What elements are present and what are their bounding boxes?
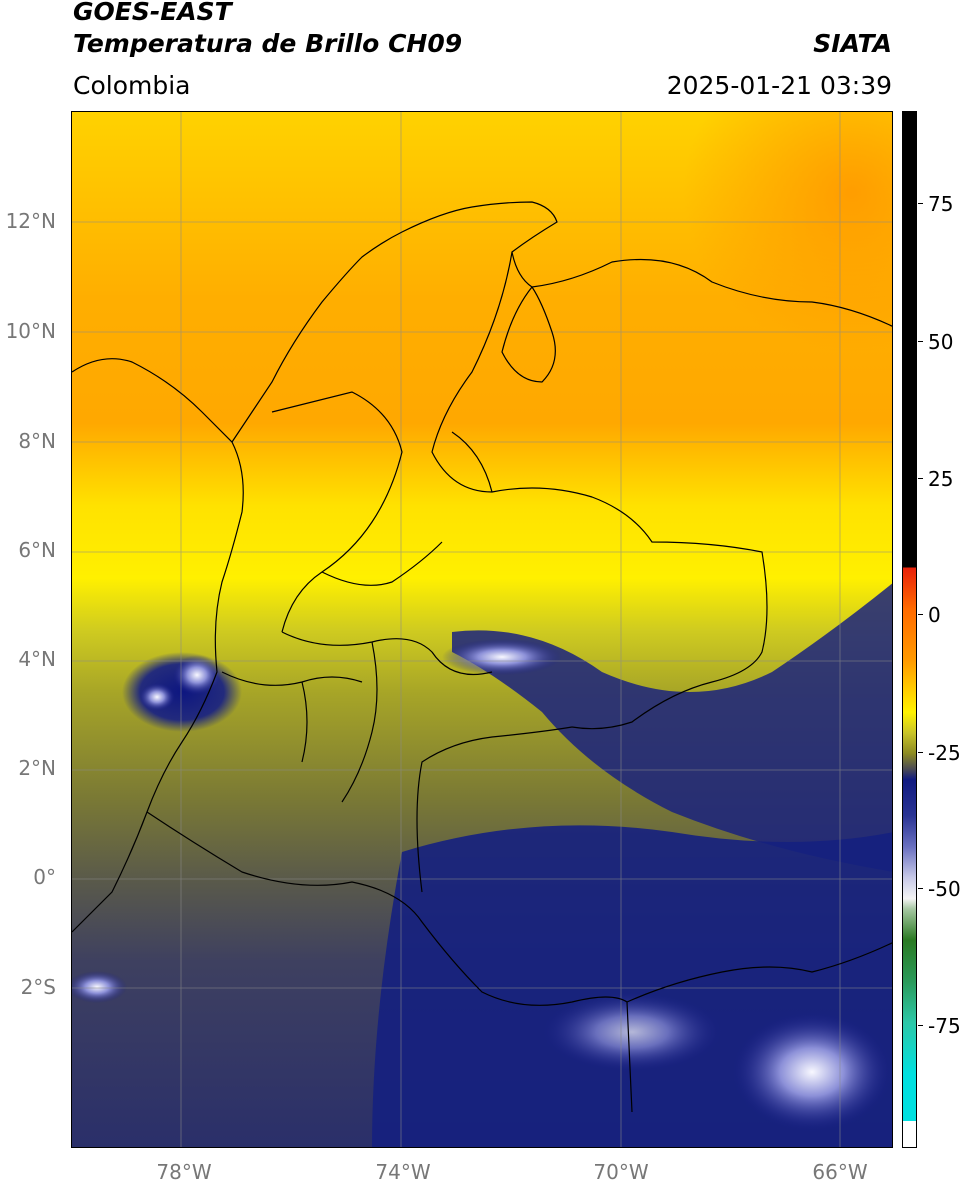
cbar-label-25: 25	[928, 467, 954, 491]
cbar-label-minus50: -50	[928, 877, 961, 901]
cbar-tick-50	[918, 341, 923, 342]
colorbar	[902, 111, 917, 1148]
cbar-tick-minus50	[918, 888, 923, 889]
venezuela-border	[431, 251, 768, 730]
cbar-label-minus75: -75	[928, 1014, 961, 1038]
cbar-label-minus25: -25	[928, 741, 961, 765]
cloud-band-east	[452, 583, 892, 872]
datetime-label: 2025-01-21 03:39	[666, 71, 892, 100]
region-label: Colombia	[73, 71, 191, 100]
maracaibo-lake	[501, 286, 556, 383]
pacific-storm-core	[173, 655, 221, 695]
lon-label-66w: 66°W	[812, 1160, 868, 1184]
amazon-border	[416, 726, 573, 893]
department-borders	[221, 391, 493, 803]
colombia-border	[72, 441, 244, 933]
lat-label-12n: 12°N	[5, 209, 56, 233]
satellite-title: GOES-EAST	[73, 0, 232, 26]
cbar-tick-25	[918, 478, 923, 479]
lat-label-2n: 2°N	[18, 756, 56, 780]
cbar-tick-minus75	[918, 1025, 923, 1026]
cbar-tick-75	[918, 203, 923, 204]
lat-label-2s: 2°S	[20, 975, 56, 999]
lon-label-74w: 74°W	[375, 1160, 431, 1184]
organization-label: SIATA	[813, 29, 892, 58]
lon-label-70w: 70°W	[593, 1160, 649, 1184]
lat-label-4n: 4°N	[18, 647, 56, 671]
cold-cloud-south	[542, 992, 722, 1072]
warm-northeast-region	[472, 112, 892, 512]
cold-cloud-southeast	[732, 1012, 892, 1132]
product-title: Temperatura de Brillo CH09	[73, 29, 463, 58]
cold-cloud-band	[442, 639, 562, 675]
lon-label-78w: 78°W	[156, 1160, 212, 1184]
peru-brazil-border	[626, 942, 892, 1003]
gridlines	[72, 112, 892, 1147]
lat-label-6n: 6°N	[18, 538, 56, 562]
cbar-tick-0	[918, 614, 923, 615]
cbar-label-0: 0	[928, 603, 941, 627]
satellite-map[interactable]	[71, 111, 893, 1148]
pacific-storm-small	[139, 683, 175, 711]
lat-label-10n: 10°N	[5, 319, 56, 343]
lat-label-8n: 8°N	[18, 429, 56, 453]
boundary-lines	[72, 201, 892, 1113]
cbar-tick-minus25	[918, 752, 923, 753]
ecuador-border	[146, 811, 633, 1113]
caribbean-coast	[72, 201, 892, 443]
cbar-label-75: 75	[928, 192, 954, 216]
lat-label-equator: 0°	[33, 865, 56, 889]
cbar-label-50: 50	[928, 330, 954, 354]
southwest-cloud	[72, 971, 127, 1003]
